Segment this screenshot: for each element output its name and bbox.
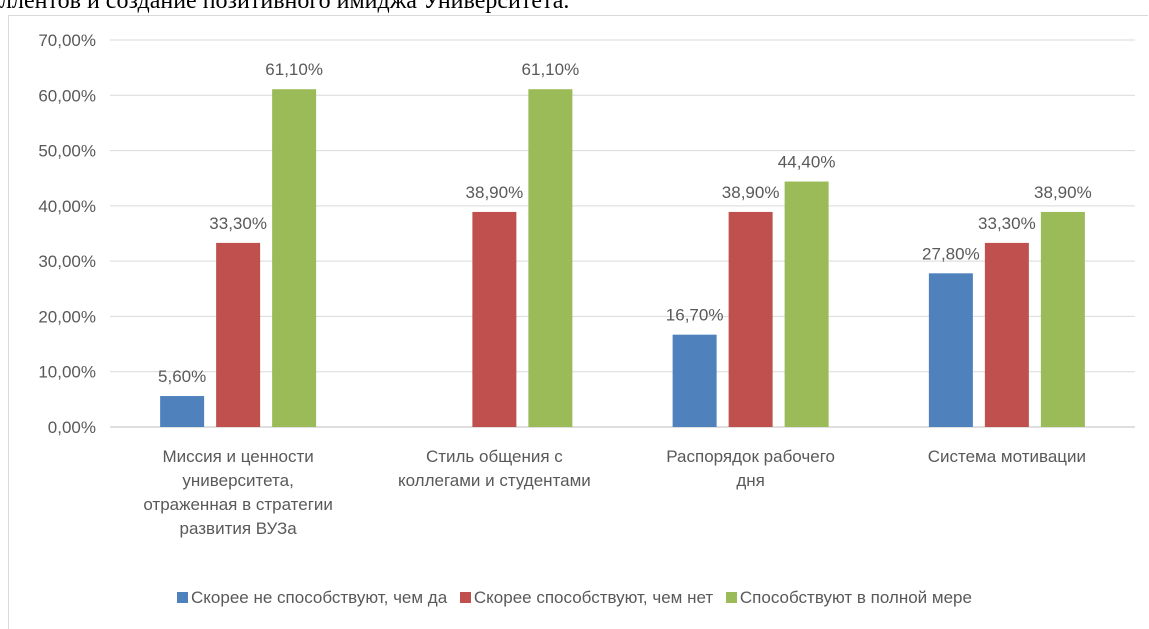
- bar-3: [272, 89, 317, 427]
- legend-item-series-3: Способствуют в полной мере: [725, 588, 972, 608]
- y-tick-label: 70,00%: [38, 31, 96, 50]
- legend-label-1: Скорее не способствуют, чем да: [191, 588, 448, 607]
- data-label: 27,80%: [922, 244, 980, 263]
- chart-frame: [8, 15, 1148, 629]
- legend-swatch-2: [459, 592, 471, 603]
- data-label: 16,70%: [666, 306, 724, 325]
- data-label: 38,90%: [722, 183, 780, 202]
- legend-label-3: Способствуют в полной мере: [739, 588, 972, 607]
- bar-2: [472, 211, 517, 427]
- legend-item-series-1: Скорее не способствуют, чем да: [177, 588, 447, 608]
- bar-3: [784, 181, 829, 427]
- data-label: 61,10%: [265, 60, 323, 79]
- legend-item-series-2: Скорее способствуют, чем нет: [459, 588, 714, 608]
- page-header-text: ллентов и создание позитивного имиджа Ун…: [0, 0, 570, 14]
- x-tick-label: Распорядок рабочего: [666, 447, 835, 466]
- y-tick-label: 60,00%: [38, 86, 96, 105]
- legend: Скорее не способствуют, чем да Скорее сп…: [0, 588, 1149, 608]
- x-tick-label: отраженная в стратегии: [143, 495, 333, 514]
- bar-2: [984, 242, 1029, 427]
- x-tick-label: Стиль общения с: [426, 447, 563, 466]
- data-label: 33,30%: [978, 214, 1036, 233]
- bar-1: [928, 273, 973, 427]
- x-tick-label: дня: [736, 471, 765, 490]
- bar-3: [1040, 211, 1085, 427]
- x-tick-label: университета,: [182, 471, 293, 490]
- data-label: 38,90%: [1034, 183, 1092, 202]
- y-tick-label: 40,00%: [38, 197, 96, 216]
- y-tick-label: 20,00%: [38, 307, 96, 326]
- data-label: 44,40%: [778, 153, 836, 172]
- x-tick-label: коллегами и студентами: [398, 471, 591, 490]
- x-tick-label: Система мотивации: [928, 447, 1086, 466]
- data-label: 5,60%: [158, 367, 206, 386]
- y-tick-label: 30,00%: [38, 252, 96, 271]
- y-tick-label: 10,00%: [38, 363, 96, 382]
- legend-swatch-3: [725, 592, 737, 603]
- bar-1: [672, 334, 717, 427]
- y-tick-label: 50,00%: [38, 142, 96, 161]
- legend-label-2: Скорее способствуют, чем нет: [473, 588, 714, 607]
- data-label: 61,10%: [522, 60, 580, 79]
- bar-2: [216, 242, 261, 427]
- bar-1: [160, 396, 205, 427]
- legend-swatch-1: [177, 592, 189, 603]
- x-tick-label: развития ВУЗа: [180, 519, 298, 538]
- bar-2: [728, 211, 773, 427]
- y-tick-label: 0,00%: [48, 418, 96, 437]
- bar-3: [528, 89, 573, 427]
- data-label: 38,90%: [466, 183, 524, 202]
- x-tick-label: Миссия и ценности: [162, 447, 313, 466]
- data-label: 33,30%: [209, 214, 267, 233]
